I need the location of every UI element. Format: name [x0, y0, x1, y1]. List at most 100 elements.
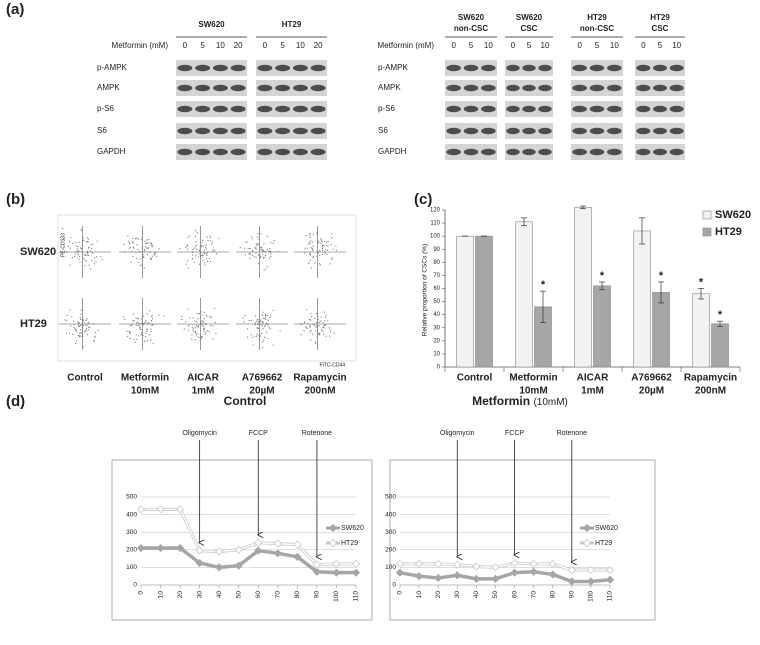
event-dot: [314, 342, 317, 344]
event-dot: [317, 333, 320, 335]
event-dot: [202, 260, 204, 262]
x-tick-label: Rapamycin: [684, 373, 737, 384]
event-dot: [253, 335, 255, 337]
event-dot: [136, 244, 138, 246]
event-dot: [320, 243, 322, 245]
event-dot: [128, 331, 131, 334]
event-dot: [315, 341, 317, 343]
event-dot: [88, 264, 90, 266]
event-dot: [309, 236, 311, 239]
event-dot: [78, 323, 80, 325]
bar: [515, 221, 533, 368]
event-dot: [189, 317, 191, 319]
event-dot: [188, 324, 190, 327]
event-dot: [141, 264, 143, 266]
blot-band: [653, 84, 667, 92]
event-dot: [144, 251, 146, 253]
event-dot: [263, 269, 265, 271]
event-dot: [135, 317, 137, 319]
event-dot: [86, 328, 88, 330]
event-dot: [66, 332, 68, 334]
event-dot: [194, 248, 196, 250]
event-dot: [209, 237, 212, 239]
event-dot: [189, 235, 191, 237]
flow-x-label: FITC-CD44: [319, 362, 345, 368]
event-dot: [95, 261, 97, 263]
event-dot: [135, 341, 137, 343]
event-dot: [254, 248, 257, 250]
event-dot: [316, 330, 319, 332]
event-dot: [185, 247, 187, 249]
event-dot: [71, 315, 73, 318]
chart-frame: [389, 459, 656, 621]
event-dot: [146, 253, 149, 255]
event-dot: [244, 254, 246, 256]
event-dot: [151, 258, 153, 260]
event-dot: [272, 309, 274, 312]
event-dot: [202, 314, 204, 316]
event-dot: [255, 243, 257, 245]
event-dot: [80, 318, 82, 321]
event-dot: [198, 336, 200, 338]
data-point: [510, 568, 519, 577]
x-tick-label: 0: [138, 591, 145, 595]
event-dot: [309, 259, 312, 261]
blot-band: [607, 84, 622, 92]
data-point: [175, 543, 185, 553]
event-dot: [151, 325, 153, 327]
event-dot: [321, 244, 324, 246]
x-tick-label: 50: [492, 591, 499, 599]
annotation-label: Rotenone: [557, 430, 587, 437]
event-dot: [210, 325, 212, 327]
event-dot: [200, 244, 202, 246]
event-dot: [84, 259, 86, 261]
event-dot: [333, 332, 335, 334]
event-dot: [195, 332, 197, 335]
event-dot: [321, 253, 324, 256]
event-dot: [209, 315, 211, 317]
blot-row-label: S6: [97, 126, 107, 135]
event-dot: [325, 314, 327, 316]
event-dot: [249, 253, 252, 255]
legend-label: HT29: [595, 540, 612, 547]
data-point: [586, 577, 596, 586]
blot-row-label: AMPK: [378, 83, 401, 92]
event-dot: [200, 246, 203, 248]
event-dot: [264, 255, 267, 257]
data-point: [254, 538, 263, 547]
event-dot: [199, 250, 201, 252]
event-dot: [150, 339, 152, 341]
event-dot: [138, 250, 140, 252]
event-dot: [316, 336, 318, 339]
event-dot: [310, 339, 312, 341]
event-dot: [72, 333, 74, 335]
blot-band: [177, 148, 193, 156]
event-dot: [315, 321, 318, 324]
data-point: [156, 505, 165, 514]
event-dot: [310, 247, 312, 249]
event-dot: [309, 251, 311, 253]
event-dot: [77, 251, 79, 253]
event-dot: [74, 253, 76, 255]
dose-label: 5: [527, 41, 532, 50]
event-dot: [93, 339, 95, 341]
x-tick-label: 110: [607, 591, 614, 602]
blot-band: [212, 64, 228, 72]
data-point: [414, 572, 424, 581]
event-dot: [136, 237, 138, 239]
data-point: [215, 563, 224, 572]
event-dot: [324, 252, 326, 254]
event-dot: [244, 247, 246, 249]
event-dot: [69, 247, 71, 249]
event-dot: [310, 267, 312, 269]
event-dot: [243, 321, 245, 323]
event-dot: [144, 321, 146, 323]
event-dot: [146, 247, 148, 249]
event-dot: [262, 257, 264, 259]
event-dot: [196, 326, 198, 328]
event-dot: [318, 240, 320, 242]
event-dot: [78, 332, 81, 334]
y-tick-label: 400: [126, 511, 137, 518]
legend-swatch: [702, 227, 712, 237]
event-dot: [325, 244, 327, 247]
